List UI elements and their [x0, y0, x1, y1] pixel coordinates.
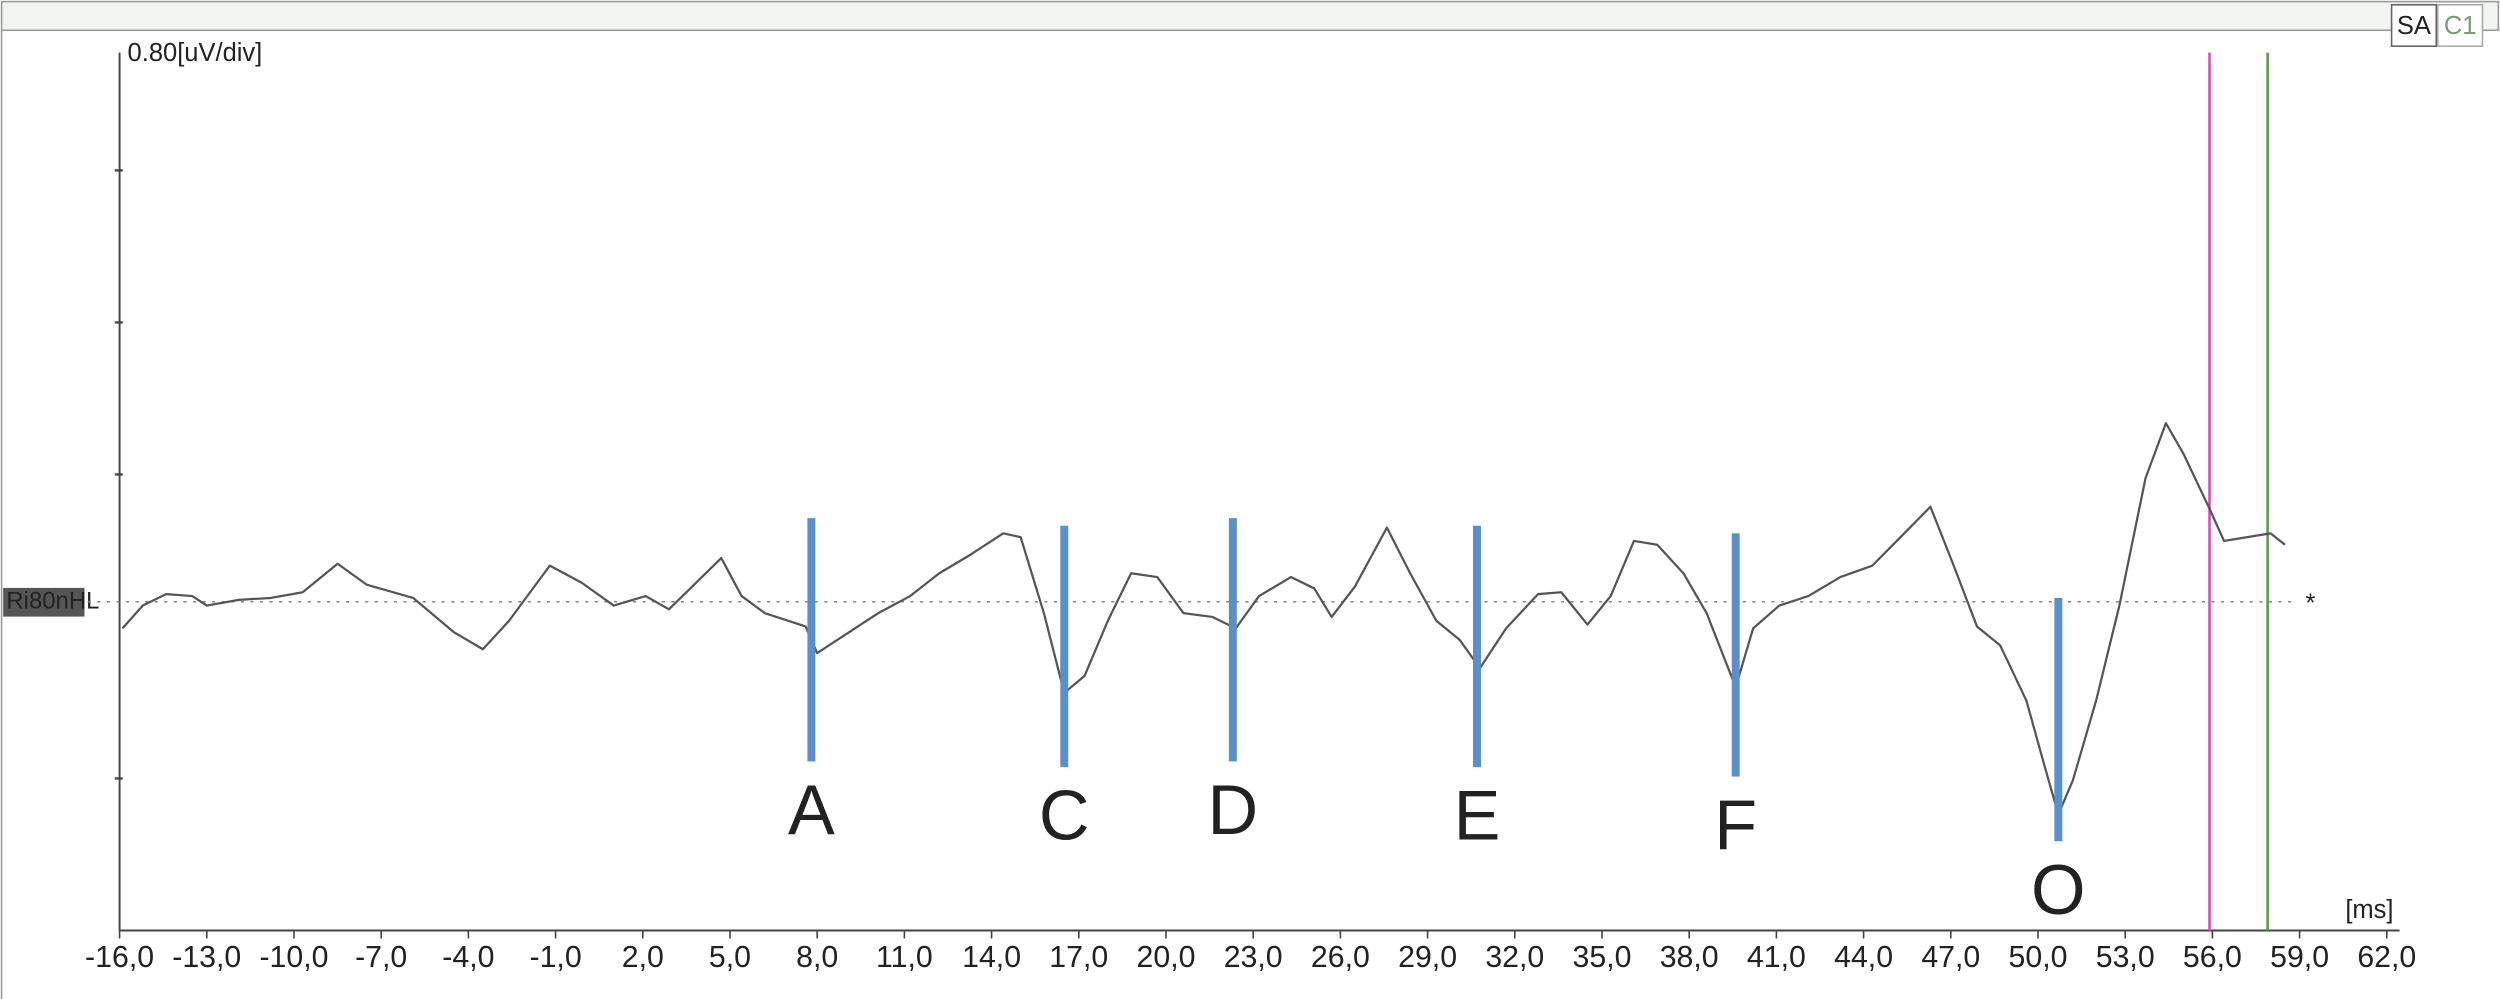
latency-label: E [1454, 777, 1501, 855]
trace [121, 422, 2286, 816]
latency-marker [1060, 525, 1069, 768]
trace-label-bg [3, 587, 85, 617]
x-tick-label: 38,0 [1660, 941, 1719, 974]
button-label[interactable]: SA [2397, 12, 2431, 40]
top-bar [0, 0, 2500, 32]
x-tick-label: 35,0 [1573, 941, 1632, 974]
x-tick-label: 50,0 [2009, 941, 2068, 974]
x-tick-label: 17,0 [1049, 941, 1108, 974]
x-tick-label: 47,0 [1921, 941, 1980, 974]
x-tick-label: 20,0 [1137, 941, 1196, 974]
x-tick-label: 62,0 [2357, 941, 2416, 974]
x-tick-label: 44,0 [1834, 941, 1893, 974]
x-tick-label: 29,0 [1398, 941, 1457, 974]
x-tick-label: -7,0 [355, 941, 407, 974]
latency-label: F [1714, 786, 1757, 864]
x-tick-label: 8,0 [796, 941, 838, 974]
x-tick-label: 41,0 [1747, 941, 1806, 974]
x-tick-label: -1,0 [529, 941, 581, 974]
latency-marker [1473, 525, 1481, 768]
x-tick-label: 53,0 [2096, 941, 2155, 974]
x-tick-label: -4,0 [442, 941, 494, 974]
x-tick-label: 14,0 [962, 941, 1021, 974]
x-tick-label: 5,0 [709, 941, 751, 974]
x-tick-label: 32,0 [1485, 941, 1544, 974]
button-label[interactable]: C1 [2444, 12, 2477, 40]
x-tick-label: 26,0 [1311, 941, 1370, 974]
x-tick-label: -10,0 [259, 941, 328, 974]
y-axis-label: 0.80[uV/div] [128, 39, 263, 67]
button-box[interactable] [2437, 3, 2484, 48]
latency-marker [1228, 518, 1237, 762]
x-axis-label: [ms] [2345, 896, 2393, 924]
x-tick-label: 56,0 [2183, 941, 2242, 974]
x-tick-label: 59,0 [2270, 941, 2329, 974]
latency-marker [2054, 597, 2063, 842]
x-tick-label: -16,0 [85, 941, 154, 974]
x-tick-label: 11,0 [876, 941, 933, 974]
latency-marker [807, 518, 816, 762]
end-marker: * [2305, 590, 2315, 618]
latency-label: A [788, 771, 835, 849]
x-tick-label: 23,0 [1224, 941, 1283, 974]
latency-marker [1731, 533, 1740, 777]
latency-label: O [2031, 851, 2086, 929]
trace-label: Ri80nHL [6, 588, 99, 615]
x-tick-label: -13,0 [172, 941, 241, 974]
x-tick-label: 2,0 [622, 941, 664, 974]
latency-label: C [1039, 777, 1090, 855]
button-box[interactable] [2390, 3, 2438, 48]
latency-label: D [1208, 771, 1259, 849]
